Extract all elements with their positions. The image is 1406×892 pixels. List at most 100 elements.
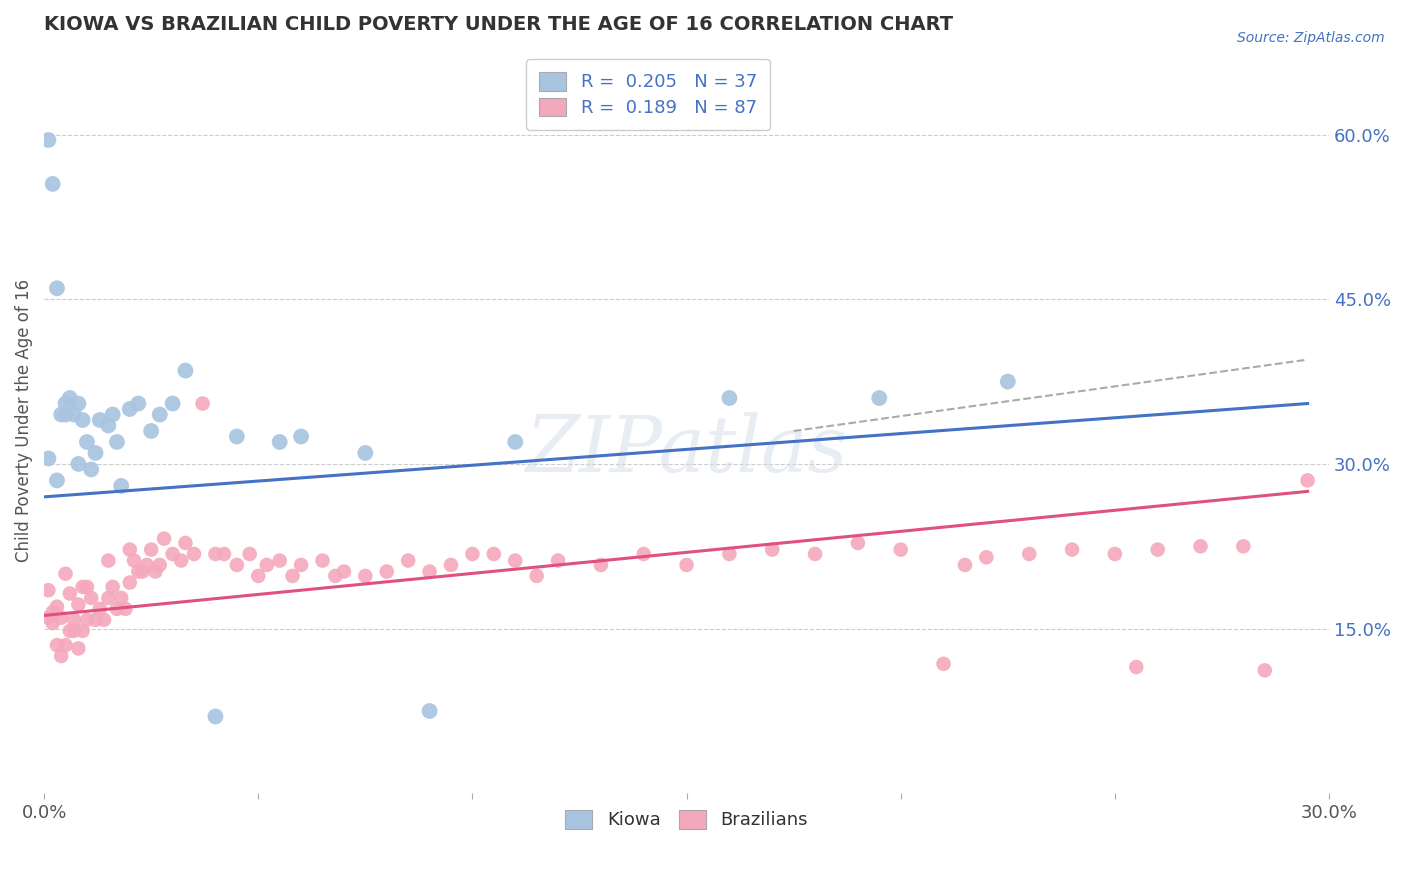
Point — [67, 641, 90, 656]
Point — [84, 446, 107, 460]
Point — [80, 462, 103, 476]
Point — [191, 396, 214, 410]
Point — [37, 610, 59, 624]
Point — [101, 580, 124, 594]
Point — [101, 408, 124, 422]
Point — [174, 363, 197, 377]
Point — [51, 610, 73, 624]
Point — [89, 413, 111, 427]
Point — [1146, 542, 1168, 557]
Point — [110, 591, 132, 605]
Point — [997, 375, 1019, 389]
Point — [37, 583, 59, 598]
Point — [953, 558, 976, 572]
Point — [72, 624, 94, 638]
Point — [204, 547, 226, 561]
Point — [204, 709, 226, 723]
Point — [419, 565, 441, 579]
Point — [63, 613, 86, 627]
Point — [149, 558, 172, 572]
Point — [118, 575, 141, 590]
Point — [269, 553, 291, 567]
Point — [72, 580, 94, 594]
Point — [212, 547, 235, 561]
Point — [41, 177, 63, 191]
Point — [93, 613, 115, 627]
Point — [174, 536, 197, 550]
Point — [718, 547, 741, 561]
Point — [46, 474, 69, 488]
Point — [37, 451, 59, 466]
Point — [1104, 547, 1126, 561]
Point — [67, 457, 90, 471]
Text: ZIPatlas: ZIPatlas — [526, 412, 848, 488]
Point — [333, 565, 356, 579]
Point — [170, 553, 193, 567]
Point — [51, 649, 73, 664]
Text: KIOWA VS BRAZILIAN CHILD POVERTY UNDER THE AGE OF 16 CORRELATION CHART: KIOWA VS BRAZILIAN CHILD POVERTY UNDER T… — [44, 15, 953, 34]
Point — [890, 542, 912, 557]
Point — [59, 586, 82, 600]
Point — [256, 558, 278, 572]
Point — [526, 569, 548, 583]
Point — [1254, 664, 1277, 678]
Point — [846, 536, 869, 550]
Point — [41, 605, 63, 619]
Point — [55, 408, 77, 422]
Point — [135, 558, 157, 572]
Point — [59, 391, 82, 405]
Point — [440, 558, 463, 572]
Point — [1189, 539, 1212, 553]
Point — [718, 391, 741, 405]
Point — [547, 553, 569, 567]
Point — [325, 569, 347, 583]
Point — [153, 532, 176, 546]
Point — [127, 565, 149, 579]
Legend: Kiowa, Brazilians: Kiowa, Brazilians — [558, 803, 815, 837]
Point — [311, 553, 333, 567]
Point — [76, 613, 98, 627]
Point — [162, 396, 184, 410]
Point — [105, 602, 128, 616]
Point — [46, 638, 69, 652]
Point — [97, 591, 120, 605]
Point — [51, 408, 73, 422]
Point — [247, 569, 270, 583]
Point — [354, 446, 377, 460]
Point — [72, 413, 94, 427]
Point — [67, 396, 90, 410]
Point — [461, 547, 484, 561]
Point — [76, 580, 98, 594]
Point — [141, 542, 163, 557]
Point — [932, 657, 955, 671]
Point — [63, 408, 86, 422]
Point — [37, 133, 59, 147]
Point — [396, 553, 419, 567]
Point — [97, 418, 120, 433]
Point — [118, 542, 141, 557]
Point — [503, 434, 526, 449]
Y-axis label: Child Poverty Under the Age of 16: Child Poverty Under the Age of 16 — [15, 278, 32, 562]
Point — [976, 550, 998, 565]
Point — [675, 558, 697, 572]
Point — [225, 429, 247, 443]
Point — [55, 396, 77, 410]
Point — [589, 558, 612, 572]
Point — [97, 553, 120, 567]
Point — [55, 566, 77, 581]
Point — [503, 553, 526, 567]
Point — [114, 602, 136, 616]
Point — [162, 547, 184, 561]
Point — [761, 542, 783, 557]
Point — [149, 408, 172, 422]
Point — [419, 704, 441, 718]
Point — [84, 613, 107, 627]
Point — [89, 602, 111, 616]
Point — [105, 434, 128, 449]
Point — [281, 569, 304, 583]
Point — [131, 565, 153, 579]
Point — [290, 429, 312, 443]
Point — [1060, 542, 1083, 557]
Point — [290, 558, 312, 572]
Point — [110, 479, 132, 493]
